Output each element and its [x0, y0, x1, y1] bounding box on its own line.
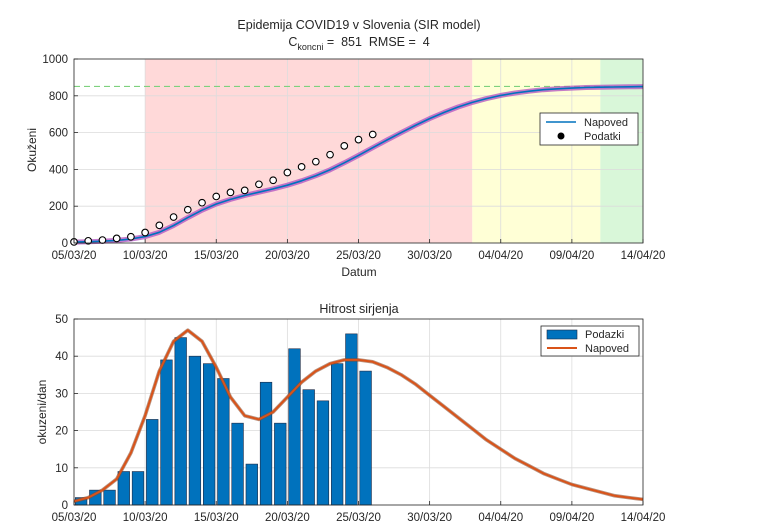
x-tick-label: 14/04/20 [621, 512, 666, 524]
x-tick-label: 30/03/20 [407, 512, 452, 524]
chart1-axes: 05/03/20 10/03/20 15/03/20 20/03/20 25/03/20… [42, 54, 665, 262]
data-point [198, 198, 206, 207]
x-tick-label: 10/03/20 [123, 512, 168, 524]
x-tick-label: 04/04/20 [478, 512, 523, 524]
x-tick-label: 05/03/20 [52, 512, 97, 524]
bar [146, 419, 159, 506]
chart1-subtitle-prefix: C [288, 35, 297, 49]
y-tick-label: 40 [55, 351, 68, 363]
bar [331, 363, 344, 506]
data-point [311, 157, 320, 166]
x-tick-label: 09/04/20 [549, 250, 594, 262]
data-point [212, 192, 221, 201]
data-point [240, 186, 249, 195]
bar [245, 463, 258, 506]
chart1-ylabel: Okuženi [25, 128, 39, 172]
data-point [112, 234, 121, 243]
legend-label-napoved: Napoved [585, 343, 629, 355]
y-tick-label: 1000 [42, 54, 68, 66]
bar [302, 389, 315, 506]
bar [316, 400, 330, 506]
y-tick-label: 200 [49, 201, 68, 213]
legend-bar-swatch [546, 329, 578, 340]
background-band [600, 59, 643, 243]
x-tick-label: 20/03/20 [265, 250, 310, 262]
y-tick-label: 400 [49, 164, 68, 176]
y-tick-label: 50 [55, 314, 68, 326]
chart2-axes: 05/03/20 10/03/20 15/03/20 20/03/20 25/03/20… [52, 314, 666, 524]
chart1-subtitle-suffix: = 851 RMSE = 4 [323, 35, 429, 49]
data-point [340, 141, 349, 150]
bar [188, 355, 202, 506]
y-tick-label: 0 [62, 238, 68, 250]
data-point [155, 221, 164, 230]
bar [259, 381, 273, 506]
bar [103, 489, 116, 506]
bar [274, 422, 287, 506]
data-point [127, 232, 135, 241]
bar [160, 359, 173, 506]
data-point [226, 188, 235, 197]
bar [359, 370, 372, 506]
bar [203, 363, 216, 506]
data-point [255, 180, 263, 189]
chart1-subtitle: Ckoncni = 851 RMSE = 4 [288, 35, 429, 52]
data-point [283, 168, 292, 177]
y-tick-label: 600 [49, 128, 68, 140]
prediction-curve [73, 329, 644, 503]
x-tick-label: 15/03/20 [194, 250, 239, 262]
cumulative-chart: Epidemija COVID19 v Slovenia (SIR model)… [25, 18, 665, 279]
data-point [84, 236, 93, 245]
data-point [297, 162, 306, 171]
bar [174, 337, 187, 506]
legend-dot-swatch [557, 132, 565, 140]
legend-label-podatki: Podatki [584, 131, 621, 143]
legend-label-podazki: Podazki [585, 329, 624, 341]
data-point [183, 205, 192, 214]
x-tick-label: 25/03/20 [336, 512, 381, 524]
data-point [169, 213, 178, 221]
y-tick-label: 10 [55, 463, 68, 475]
bar [231, 422, 244, 506]
bar [217, 378, 230, 506]
x-tick-label: 04/04/20 [478, 250, 523, 262]
y-tick-label: 30 [55, 388, 68, 400]
legend-label-napoved: Napoved [584, 117, 628, 129]
chart1-title: Epidemija COVID19 v Slovenia (SIR model) [237, 18, 480, 32]
rate-chart: Hitrost sirjenja 05/03/20 10/03/20 15/03/2… [35, 302, 665, 524]
prediction-line [73, 85, 644, 243]
chart2-title: Hitrost sirjenja [319, 302, 398, 316]
x-tick-label: 20/03/20 [265, 512, 310, 524]
x-tick-label: 10/03/20 [123, 250, 168, 262]
data-point [368, 130, 377, 139]
data-point [98, 236, 107, 244]
bar [131, 471, 145, 506]
chart2-legend: Podazki Napoved [540, 325, 640, 357]
y-tick-label: 0 [62, 500, 68, 512]
y-tick-label: 20 [55, 426, 68, 438]
bar [288, 348, 301, 506]
x-tick-label: 14/04/20 [621, 250, 666, 262]
data-point [269, 176, 278, 185]
x-tick-label: 05/03/20 [52, 250, 97, 262]
data-point [326, 150, 334, 159]
chart2-series [73, 328, 644, 506]
x-tick-label: 09/04/20 [549, 512, 594, 524]
x-tick-label: 15/03/20 [194, 512, 239, 524]
y-tick-label: 800 [49, 91, 68, 103]
x-tick-label: 30/03/20 [407, 250, 452, 262]
chart1-legend: Napoved Podatki [539, 112, 639, 146]
data-point [141, 228, 149, 237]
chart1-xlabel: Datum [341, 265, 376, 279]
chart2-ylabel: okuzeni/dan [35, 380, 49, 445]
chart1-series [70, 84, 644, 246]
data-point [354, 135, 363, 144]
x-tick-label: 25/03/20 [336, 250, 381, 262]
chart1-subtitle-subscript: koncni [297, 42, 323, 52]
legend-box [539, 112, 639, 146]
